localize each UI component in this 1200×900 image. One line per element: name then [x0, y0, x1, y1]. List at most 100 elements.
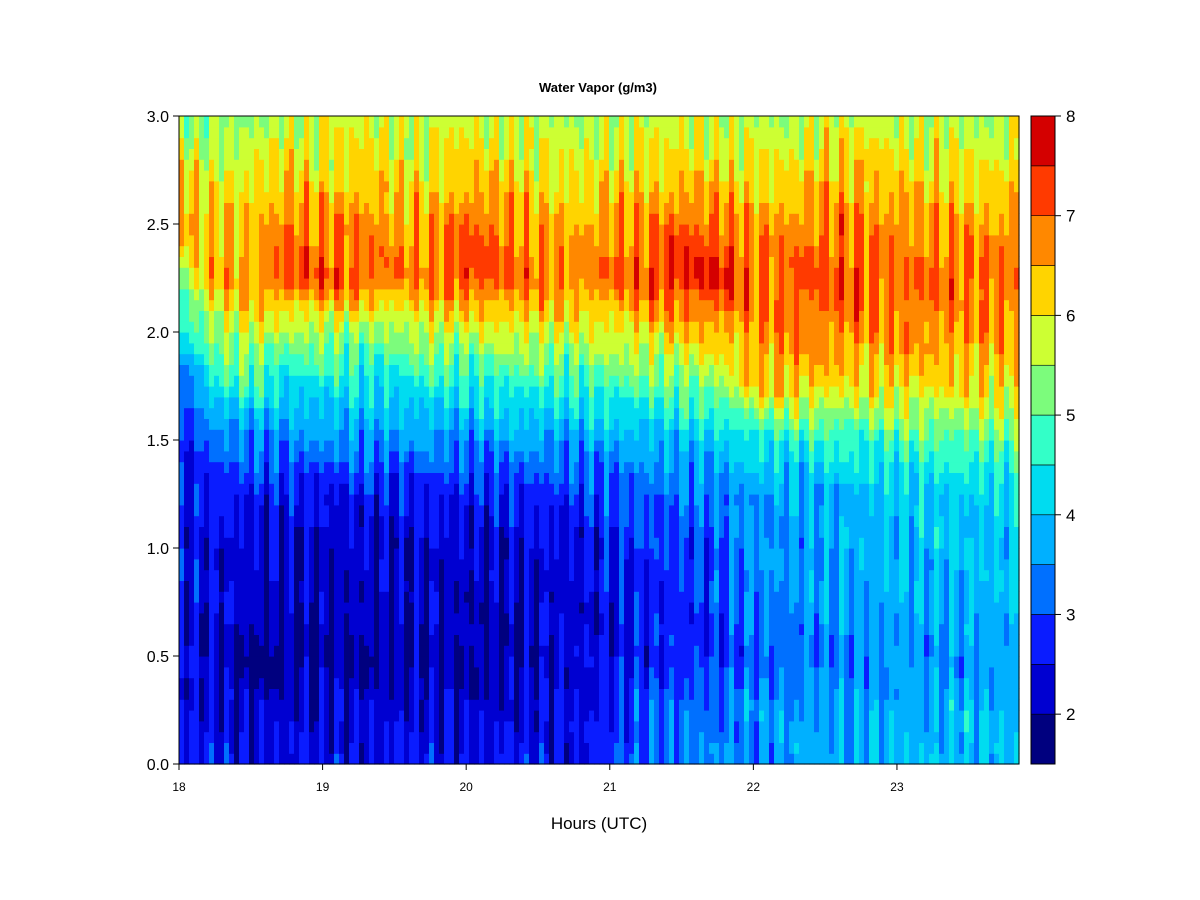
heatmap-cell	[559, 720, 565, 733]
heatmap-cell	[244, 612, 250, 625]
heatmap-cell	[454, 515, 460, 527]
heatmap-cell	[349, 407, 355, 419]
heatmap-cell	[299, 710, 305, 722]
heatmap-cell	[564, 677, 570, 689]
heatmap-cell	[229, 634, 235, 646]
heatmap-cell	[194, 288, 200, 301]
heatmap-cell	[459, 407, 465, 419]
heatmap-cell	[389, 623, 395, 635]
heatmap-cell	[479, 569, 485, 581]
heatmap-cell	[409, 623, 415, 635]
heatmap-cell	[544, 580, 550, 592]
heatmap-cell	[324, 526, 330, 538]
heatmap-cell	[439, 234, 445, 247]
heatmap-cell	[529, 148, 535, 160]
heatmap-cell	[179, 677, 185, 689]
heatmap-cell	[354, 170, 360, 182]
heatmap-cell	[219, 569, 225, 581]
heatmap-cell	[279, 688, 285, 700]
heatmap-cell	[304, 170, 310, 182]
heatmap-cell	[504, 332, 510, 344]
heatmap-cell	[359, 429, 365, 441]
heatmap-cell	[354, 461, 360, 473]
heatmap-cell	[494, 310, 500, 322]
heatmap-cell	[419, 558, 425, 571]
heatmap-cell	[349, 677, 355, 689]
heatmap-cell	[489, 504, 495, 517]
heatmap-cell	[394, 126, 400, 139]
heatmap-cell	[364, 558, 370, 571]
heatmap-cell	[394, 234, 400, 247]
heatmap-cell	[249, 710, 255, 722]
heatmap-cell	[574, 440, 580, 452]
heatmap-cell	[264, 224, 270, 236]
heatmap-cell	[474, 731, 480, 743]
heatmap-cell	[414, 548, 420, 560]
heatmap-cell	[489, 256, 495, 268]
heatmap-cell	[324, 591, 330, 603]
heatmap-cell	[229, 386, 235, 398]
heatmap-cell	[489, 450, 495, 463]
heatmap-cell	[349, 569, 355, 581]
heatmap-cell	[539, 612, 545, 625]
heatmap-cell	[584, 753, 590, 765]
heatmap-cell	[589, 396, 595, 409]
heatmap-cell	[514, 472, 520, 484]
heatmap-cell	[464, 256, 470, 268]
heatmap-cell	[199, 364, 205, 376]
heatmap-cell	[349, 321, 355, 333]
heatmap-cell	[364, 159, 370, 171]
heatmap-cell	[369, 288, 375, 301]
heatmap-cell	[224, 720, 230, 733]
heatmap-cell	[259, 548, 265, 560]
heatmap-cell	[424, 450, 430, 463]
heatmap-cell	[434, 418, 440, 430]
heatmap-cell	[214, 666, 220, 679]
heatmap-cell	[394, 342, 400, 355]
heatmap-cell	[194, 418, 200, 430]
heatmap-cell	[214, 450, 220, 463]
heatmap-cell	[409, 342, 415, 355]
heatmap-cell	[469, 310, 475, 322]
heatmap-cell	[424, 526, 430, 538]
heatmap-cell	[474, 537, 480, 549]
heatmap-cell	[294, 742, 300, 754]
heatmap-cell	[189, 396, 195, 409]
heatmap-cell	[304, 396, 310, 409]
heatmap-cell	[509, 742, 515, 754]
heatmap-cell	[504, 504, 510, 517]
heatmap-cell	[389, 472, 395, 484]
heatmap-cell	[449, 591, 455, 603]
heatmap-cell	[359, 364, 365, 376]
heatmap-cell	[444, 256, 450, 268]
heatmap-cell	[519, 569, 525, 581]
heatmap-cell	[194, 461, 200, 473]
heatmap-cell	[369, 494, 375, 506]
heatmap-cell	[399, 137, 405, 149]
heatmap-cell	[519, 753, 525, 765]
heatmap-cell	[529, 159, 535, 171]
heatmap-cell	[504, 267, 510, 279]
heatmap-cell	[434, 126, 440, 139]
heatmap-cell	[314, 666, 320, 679]
heatmap-cell	[479, 148, 485, 160]
heatmap-cell	[514, 148, 520, 160]
heatmap-cell	[259, 159, 265, 171]
heatmap-cell	[524, 234, 530, 247]
heatmap-cell	[529, 666, 535, 679]
heatmap-cell	[569, 126, 575, 139]
heatmap-cell	[489, 472, 495, 484]
heatmap-cell	[439, 569, 445, 581]
heatmap-cell	[209, 623, 215, 635]
heatmap-cell	[384, 450, 390, 463]
heatmap-cell	[484, 580, 490, 592]
heatmap-cell	[254, 569, 260, 581]
heatmap-cell	[594, 634, 600, 646]
heatmap-cell	[479, 396, 485, 409]
heatmap-cell	[474, 677, 480, 689]
heatmap-cell	[359, 386, 365, 398]
heatmap-cell	[269, 753, 275, 765]
heatmap-cell	[504, 180, 510, 193]
heatmap-cell	[449, 753, 455, 765]
heatmap-cell	[589, 407, 595, 419]
